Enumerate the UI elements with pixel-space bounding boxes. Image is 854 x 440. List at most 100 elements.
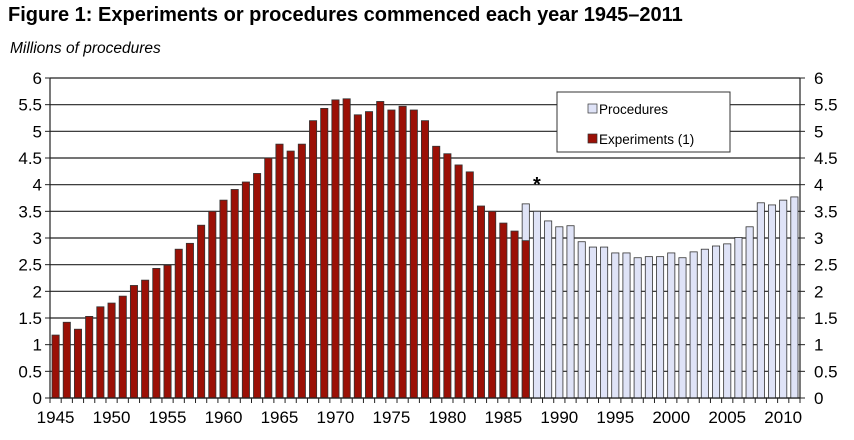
- experiments-bar: [342, 98, 351, 399]
- experiments-bar: [275, 143, 284, 399]
- chart-title: Figure 1: Experiments or procedures comm…: [8, 4, 683, 26]
- y-tick-label-right: 5.5: [814, 96, 838, 115]
- x-tick-label: 1995: [596, 408, 634, 427]
- experiments-bar: [297, 143, 306, 399]
- experiments-bar: [387, 109, 396, 399]
- experiments-bar: [241, 181, 250, 399]
- y-tick-label-right: 3.5: [814, 202, 838, 221]
- y-tick-label-right: 1: [814, 336, 823, 355]
- y-tick-label: 2: [33, 282, 42, 301]
- procedures-bar: [689, 251, 698, 399]
- experiments-bar: [521, 240, 530, 399]
- experiments-bar: [197, 224, 206, 399]
- procedures-bar: [667, 252, 676, 399]
- y-tick-label: 1: [33, 336, 42, 355]
- procedures-bar: [633, 257, 642, 399]
- y-tick-label-right: 2: [814, 282, 823, 301]
- experiments-bar: [129, 285, 138, 399]
- x-tick-label: 1990: [540, 408, 578, 427]
- experiments-bar: [320, 108, 329, 399]
- experiments-bar: [398, 105, 407, 399]
- y-tick-label: 0.5: [18, 362, 42, 381]
- x-tick-label: 1980: [428, 408, 466, 427]
- x-tick-label: 2000: [652, 408, 690, 427]
- x-tick-label: 1975: [373, 408, 411, 427]
- procedures-bar: [644, 256, 653, 399]
- procedures-bar: [656, 256, 665, 399]
- y-tick-label-right: 1.5: [814, 309, 838, 328]
- y-tick-label: 2.5: [18, 256, 42, 275]
- legend-label: Procedures: [599, 102, 668, 117]
- procedures-bar: [745, 226, 754, 399]
- experiments-bar: [219, 199, 228, 399]
- procedures-bar: [700, 248, 709, 399]
- x-tick-label: 2010: [764, 408, 802, 427]
- procedures-bar: [678, 257, 687, 399]
- x-tick-label: 1985: [484, 408, 522, 427]
- experiments-bar: [85, 315, 94, 399]
- experiments-bar: [208, 210, 217, 399]
- y-tick-label-right: 0.5: [814, 362, 838, 381]
- x-tick-label: 2005: [708, 408, 746, 427]
- procedures-bar: [734, 237, 743, 399]
- experiments-bar: [62, 321, 71, 399]
- experiments-bar: [499, 222, 508, 399]
- procedures-bar: [555, 226, 564, 399]
- experiments-bar: [230, 189, 239, 399]
- y-tick-label: 0: [33, 389, 42, 408]
- experiments-bar: [286, 150, 295, 399]
- y-tick-label-right: 4: [814, 176, 823, 195]
- experiments-bar: [476, 205, 485, 399]
- procedures-bar: [622, 252, 631, 399]
- legend-box: [556, 91, 731, 153]
- y-tick-label: 1.5: [18, 309, 42, 328]
- experiments-bar: [51, 334, 60, 399]
- experiments-bar: [141, 279, 150, 399]
- procedures-bar: [544, 220, 553, 399]
- x-tick-label: 1945: [37, 408, 75, 427]
- procedures-bar: [768, 204, 777, 399]
- procedures-bar: [712, 245, 721, 399]
- legend-swatch: [587, 133, 598, 144]
- experiments-bar: [163, 264, 172, 399]
- procedures-bar: [600, 246, 609, 399]
- legend-label: Experiments (1): [599, 132, 694, 147]
- y-tick-label-right: 6: [814, 69, 823, 88]
- experiments-bar: [107, 302, 116, 399]
- experiments-bar: [365, 111, 374, 399]
- procedures-bar: [723, 243, 732, 399]
- y-tick-label-right: 4.5: [814, 149, 838, 168]
- annotation-asterisk: *: [533, 174, 541, 196]
- experiments-bar: [454, 164, 463, 399]
- experiments-bar: [488, 210, 497, 399]
- procedures-bar: [779, 199, 788, 399]
- y-tick-label: 4: [33, 176, 42, 195]
- y-tick-label: 3.5: [18, 202, 42, 221]
- experiments-bar: [432, 145, 441, 399]
- procedures-bar: [532, 210, 541, 399]
- experiments-bar: [331, 99, 340, 399]
- experiments-bar: [510, 230, 519, 399]
- experiments-bar: [253, 173, 262, 399]
- experiments-bar: [420, 120, 429, 399]
- y-tick-label: 3: [33, 229, 42, 248]
- experiments-bar: [309, 120, 318, 399]
- experiments-bar: [185, 242, 194, 399]
- y-tick-label: 5: [33, 122, 42, 141]
- x-tick-label: 1960: [205, 408, 243, 427]
- experiments-bar: [465, 171, 474, 399]
- x-tick-label: 1955: [149, 408, 187, 427]
- experiments-bar: [118, 295, 127, 399]
- experiments-bar: [96, 306, 105, 399]
- y-tick-label-right: 5: [814, 122, 823, 141]
- y-tick-label-right: 3: [814, 229, 823, 248]
- experiments-bar: [174, 248, 183, 399]
- procedures-bar: [577, 241, 586, 399]
- experiments-bar: [376, 101, 385, 399]
- procedures-bar: [566, 225, 575, 399]
- experiments-bar: [409, 109, 418, 399]
- procedures-bar: [790, 196, 799, 399]
- x-tick-label: 1970: [317, 408, 355, 427]
- experiments-bar: [264, 157, 273, 399]
